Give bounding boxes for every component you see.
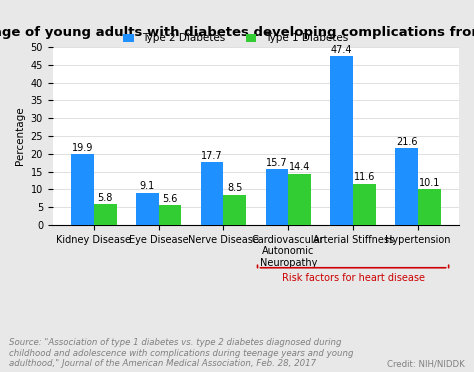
Bar [136, 193, 159, 225]
Text: 10.1: 10.1 [419, 178, 440, 187]
Text: 5.6: 5.6 [163, 194, 178, 203]
Bar [395, 148, 418, 225]
Text: Risk factors for heart disease: Risk factors for heart disease [282, 273, 425, 283]
Legend: Type 2 Diabetes, Type 1 Diabetes: Type 2 Diabetes, Type 1 Diabetes [119, 29, 352, 48]
Y-axis label: Percentage: Percentage [15, 107, 25, 165]
Bar [224, 195, 246, 225]
Bar [159, 205, 182, 225]
Bar [201, 162, 224, 225]
Text: 5.8: 5.8 [98, 193, 113, 203]
Text: 17.7: 17.7 [201, 151, 223, 161]
Title: Percentage of young adults with diabetes developing complications from the disea: Percentage of young adults with diabetes… [0, 26, 474, 39]
Bar [353, 184, 376, 225]
Text: Source: "Association of type 1 diabetes vs. type 2 diabetes diagnosed during
chi: Source: "Association of type 1 diabetes … [9, 339, 354, 368]
Text: 11.6: 11.6 [354, 172, 375, 182]
Bar [418, 189, 440, 225]
Text: Credit: NIH/NIDDK: Credit: NIH/NIDDK [387, 359, 465, 368]
Text: 21.6: 21.6 [396, 137, 417, 147]
Text: 8.5: 8.5 [227, 183, 243, 193]
Text: 19.9: 19.9 [72, 143, 93, 153]
Bar [288, 174, 311, 225]
Bar [265, 169, 288, 225]
Text: 14.4: 14.4 [289, 162, 310, 172]
Text: 9.1: 9.1 [140, 181, 155, 191]
Bar [94, 204, 117, 225]
Text: 15.7: 15.7 [266, 158, 288, 168]
Text: 47.4: 47.4 [331, 45, 353, 55]
Bar [330, 56, 353, 225]
Bar [71, 154, 94, 225]
